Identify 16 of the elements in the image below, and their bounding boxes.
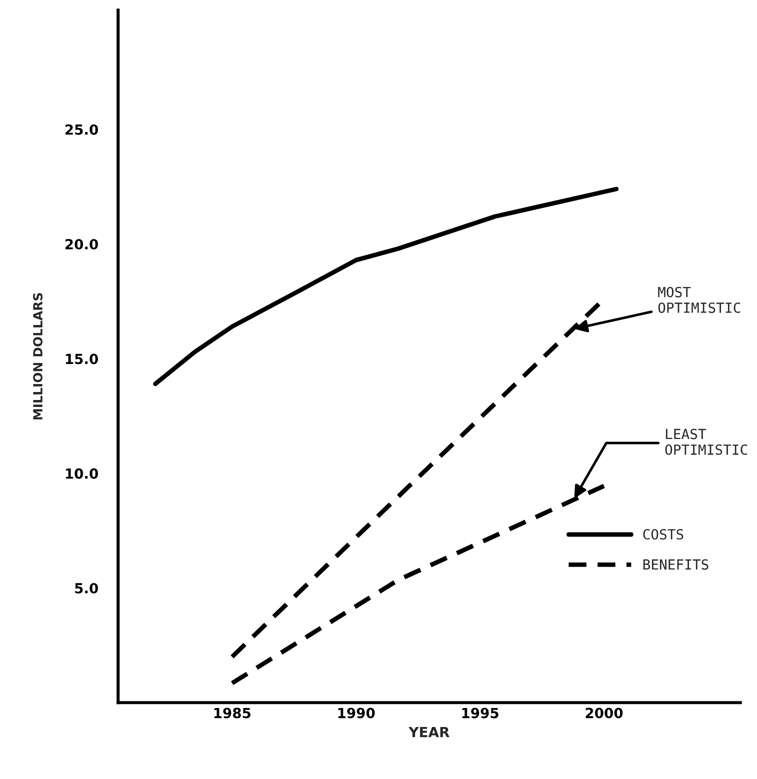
line-series [153,186,619,386]
x-tick-label: 1990 [338,708,375,718]
legend-label: COSTS [643,529,684,540]
y-tick-label: 15.0 [66,354,98,364]
y-tick-label: 25.0 [65,124,98,135]
y-axis-title: MILLION DOLLARS [33,293,43,420]
x-tick-label: 1985 [214,708,250,718]
legend-label: BENEFITS [643,559,708,570]
x-tick-label: 1995 [462,708,498,718]
annotation: MOST OPTIMISTIC [658,286,740,313]
y-tick-label: 10.0 [66,468,98,479]
y-tick-label: 5.0 [75,582,98,594]
x-tick-label: 2000 [586,708,623,718]
annotation: LEAST OPTIMISTIC [665,428,748,455]
y-tick-label: 20.0 [65,238,98,250]
x-axis-title: YEAR [408,726,450,738]
